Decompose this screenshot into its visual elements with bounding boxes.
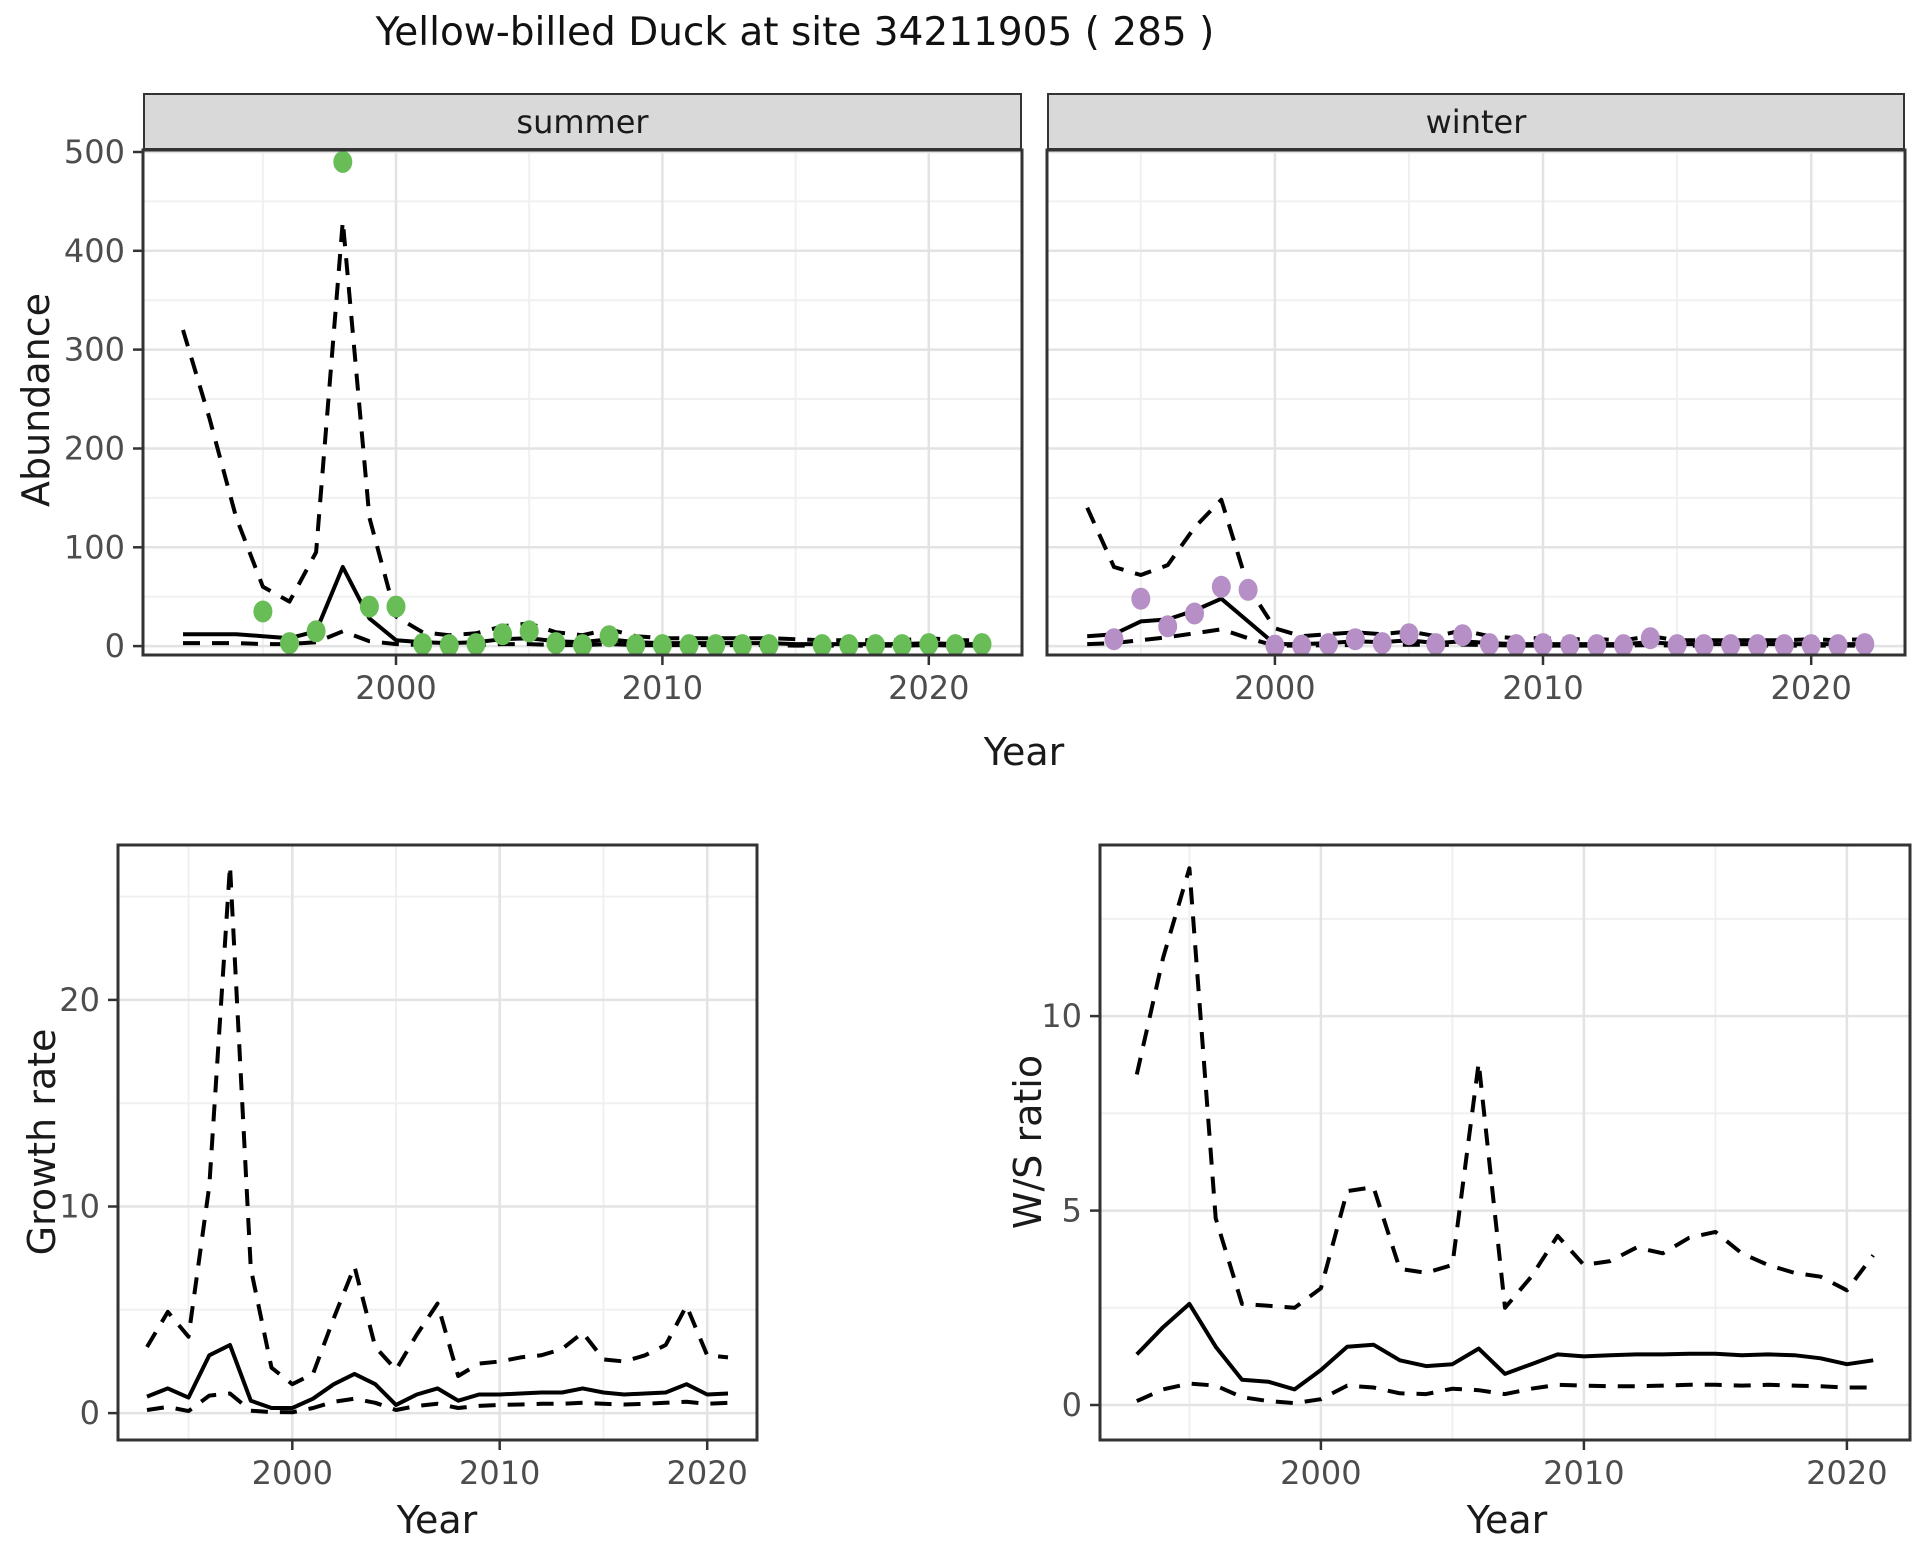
abundance-winter-plot: 2000 2010 2020 <box>1045 148 1907 707</box>
svg-text:2020: 2020 <box>666 1454 747 1492</box>
facet-strip-winter-label: winter <box>1425 102 1527 141</box>
abundance-summer-plot: 2000 2010 2020 0 100 200 300 400 500 <box>64 133 1024 707</box>
svg-text:2000: 2000 <box>1234 669 1315 707</box>
growth-rate-plot: 2000 2010 2020 0 10 20 <box>59 843 759 1492</box>
svg-text:2010: 2010 <box>622 669 703 707</box>
ws-ratio-axis-title: W/S ratio <box>1006 1054 1050 1230</box>
svg-text:2020: 2020 <box>1806 1454 1887 1492</box>
year-axis-title-top: Year <box>983 730 1065 774</box>
svg-text:2000: 2000 <box>252 1454 333 1492</box>
svg-text:0: 0 <box>1062 1386 1082 1424</box>
svg-text:2020: 2020 <box>888 669 969 707</box>
abundance-axis-title: Abundance <box>14 292 58 508</box>
figure-title: Yellow-billed Duck at site 34211905 ( 28… <box>375 10 1215 55</box>
svg-text:2010: 2010 <box>459 1454 540 1492</box>
growth-rate-axis-title: Growth rate <box>20 1028 64 1256</box>
svg-text:0: 0 <box>105 627 125 665</box>
svg-text:300: 300 <box>64 331 125 369</box>
svg-text:2000: 2000 <box>355 669 436 707</box>
svg-text:2000: 2000 <box>1280 1454 1361 1492</box>
year-axis-title-bottom-left: Year <box>396 1498 478 1542</box>
svg-text:2010: 2010 <box>1543 1454 1624 1492</box>
svg-text:200: 200 <box>64 430 125 468</box>
svg-text:2010: 2010 <box>1502 669 1583 707</box>
facet-strip-summer-label: summer <box>516 102 649 141</box>
svg-text:10: 10 <box>59 1188 100 1226</box>
year-axis-title-bottom-right: Year <box>1466 1498 1548 1542</box>
svg-text:20: 20 <box>59 981 100 1019</box>
svg-text:2020: 2020 <box>1770 669 1851 707</box>
svg-text:10: 10 <box>1041 997 1082 1035</box>
facet-strip-summer: summer <box>143 93 1022 150</box>
svg-text:500: 500 <box>64 133 125 171</box>
svg-text:0: 0 <box>80 1394 100 1432</box>
svg-text:400: 400 <box>64 232 125 270</box>
svg-text:5: 5 <box>1062 1192 1082 1230</box>
svg-text:100: 100 <box>64 528 125 566</box>
ws-ratio-plot: 2000 2010 2020 0 5 10 <box>1041 843 1912 1492</box>
